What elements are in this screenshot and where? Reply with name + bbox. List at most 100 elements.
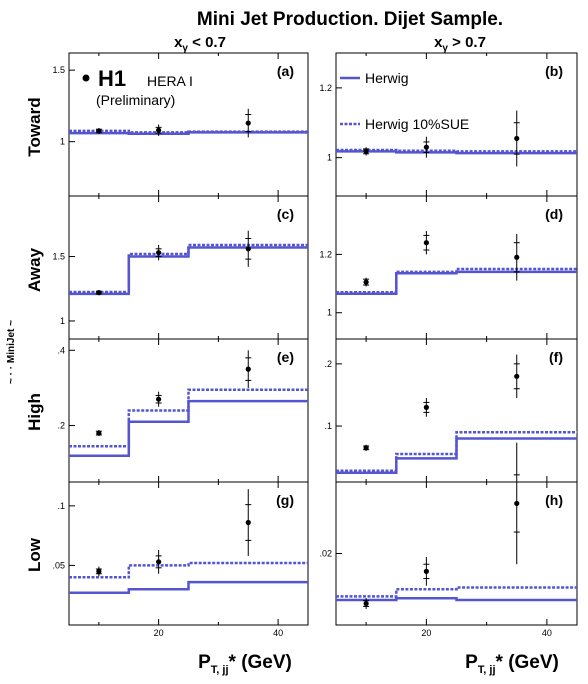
- y-tick-label: .1: [324, 421, 332, 431]
- data-point: [156, 250, 162, 256]
- col-title-right-rest: > 0.7: [448, 34, 486, 51]
- series-herwig-sue-line: [69, 561, 308, 579]
- data-point: [514, 373, 520, 379]
- panel-letter: (b): [545, 63, 563, 79]
- x-tick-label: 20: [421, 628, 431, 638]
- panel-d: 1 1.2 (d): [319, 195, 578, 340]
- panel-frame: [68, 195, 309, 340]
- y-tick-label: .02: [319, 549, 332, 559]
- x-tick-label: 40: [542, 628, 552, 638]
- data-point: [423, 568, 429, 574]
- data-point: [423, 144, 429, 150]
- panel-letter: (a): [277, 63, 294, 79]
- data-point: [156, 559, 162, 565]
- y-tick-label: 1: [327, 308, 332, 318]
- panel-e: .2 .4 (e): [57, 338, 309, 483]
- col-title-right-main: x: [434, 34, 443, 51]
- data-point: [96, 568, 102, 574]
- data-point: [423, 240, 429, 246]
- ylabel-fragment: ~ · · MiniJet ~: [6, 320, 17, 384]
- data-point: [96, 430, 102, 436]
- y-tick-label: .4: [57, 345, 65, 355]
- panel-letter: (e): [277, 349, 294, 365]
- y-tick-label: 1: [327, 153, 332, 163]
- series-herwig-sue-line: [336, 431, 577, 473]
- data-point: [514, 254, 520, 260]
- y-tick-label: 1.5: [52, 65, 65, 75]
- col-title-right: xγ > 0.7: [434, 34, 486, 54]
- data-point: [156, 127, 162, 133]
- x-tick-label: 40: [273, 628, 283, 638]
- series-herwig-line: [69, 399, 308, 457]
- xlabel-left: PT, jj* (GeV): [198, 652, 292, 676]
- y-tick-label: .05: [52, 560, 65, 570]
- panel-letter: (c): [277, 206, 294, 222]
- y-tick-label: 1: [60, 137, 65, 147]
- row-label-low: Low: [25, 537, 44, 572]
- xlabel-right-sub: T, jj: [478, 664, 496, 676]
- h1-marker: [82, 74, 90, 82]
- xlabel-right: PT, jj* (GeV): [465, 652, 559, 676]
- series-herwig-sue-line: [336, 148, 577, 153]
- data-point: [156, 396, 162, 402]
- series-herwig-sue-line: [69, 243, 308, 294]
- data-point: [363, 279, 369, 285]
- panel-frame: [335, 195, 578, 340]
- x-tick-label: 20: [154, 628, 164, 638]
- row-label-high: High: [25, 393, 44, 431]
- panel-frame: [335, 481, 578, 626]
- xlabel-left-rest: * (GeV): [229, 652, 292, 673]
- panel-letter: (g): [276, 492, 294, 508]
- data-point: [96, 128, 102, 134]
- series-herwig-line: [69, 246, 308, 296]
- series-herwig-line: [336, 596, 577, 602]
- data-point: [245, 519, 251, 526]
- row-label-toward: Toward: [25, 97, 44, 156]
- panel-h: .02 20 40 (h): [319, 442, 578, 638]
- panel-a: 1 1.5 (a): [52, 52, 309, 197]
- series-herwig-sue-line: [336, 267, 577, 294]
- panel-frame: [68, 481, 309, 626]
- xlabel-right-main: P: [465, 652, 478, 673]
- xlabel-left-main: P: [198, 652, 211, 673]
- data-point: [96, 290, 102, 296]
- xlabel-left-sub: T, jj: [211, 664, 229, 676]
- y-tick-label: .2: [324, 359, 332, 369]
- data-point: [245, 120, 251, 126]
- panel-letter: (h): [545, 492, 563, 508]
- data-point: [363, 148, 369, 154]
- preliminary-label: (Preliminary): [96, 92, 175, 108]
- data-point: [514, 500, 520, 507]
- y-tick-label: 1.5: [52, 252, 65, 262]
- y-tick-label: .1: [57, 501, 65, 511]
- data-point: [514, 135, 520, 142]
- y-tick-label: .2: [57, 421, 65, 431]
- data-point: [245, 366, 251, 372]
- panel-frame: [335, 338, 578, 483]
- xlabel-right-rest: * (GeV): [496, 652, 559, 673]
- series-herwig-sue-line: [69, 388, 308, 448]
- hera-label: HERA I: [147, 73, 193, 89]
- y-tick-label: 1: [60, 316, 65, 326]
- data-point: [245, 246, 251, 252]
- col-title-left: xγ < 0.7: [174, 34, 226, 54]
- series-herwig-line: [69, 580, 308, 595]
- panels: 1 1.5 (a) 1 1.2 (b) 1 1.5 (c) 1 1.2 (d) .2 .4 (e) .1 .2 (…: [52, 52, 578, 638]
- panel-f: .1 .2 (f): [324, 338, 578, 483]
- col-title-right-sub: γ: [442, 43, 448, 54]
- col-title-left-rest: < 0.7: [188, 34, 226, 51]
- legend-label-herwig-sue: Herwig 10%SUE: [365, 116, 469, 132]
- data-point: [363, 445, 369, 451]
- panel-letter: (f): [549, 349, 563, 365]
- row-label-away: Away: [25, 247, 44, 292]
- h1-label: H1: [98, 66, 126, 91]
- y-tick-label: 1.2: [319, 249, 332, 259]
- panel-letter: (d): [545, 206, 563, 222]
- col-title-left-sub: γ: [182, 43, 188, 54]
- panel-g: .05 .1 20 40 (g): [52, 481, 309, 638]
- y-tick-label: 1.2: [319, 83, 332, 93]
- data-point: [423, 404, 429, 410]
- series-herwig-sue-line: [336, 586, 577, 598]
- series-herwig-line: [336, 437, 577, 474]
